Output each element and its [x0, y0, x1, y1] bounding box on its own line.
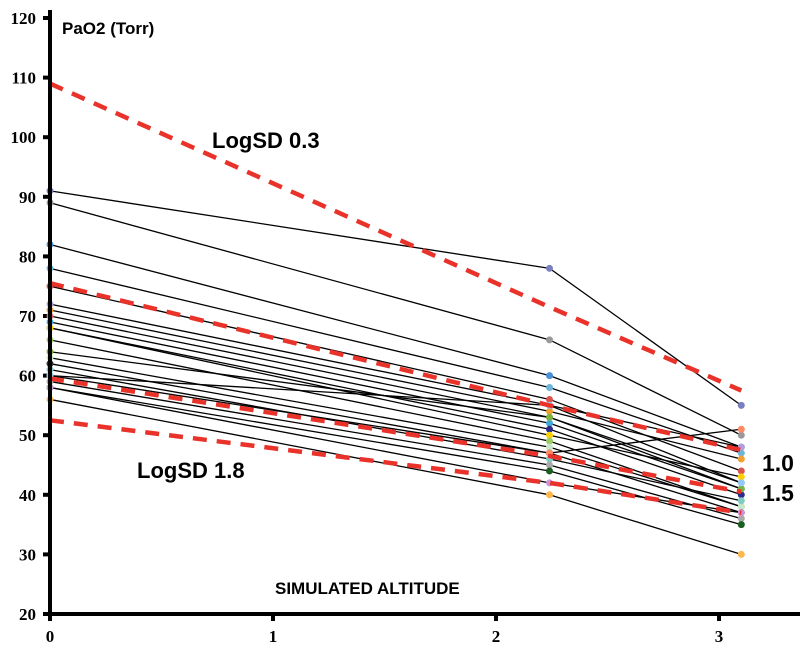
x-tick-label: 1 [269, 627, 278, 646]
x-tick-label: 3 [715, 627, 724, 646]
reference-line [49, 376, 742, 495]
annotation-1.5: 1.5 [762, 480, 794, 506]
subject-point [546, 395, 554, 403]
subject-line [49, 243, 742, 448]
subject-point [737, 521, 745, 529]
y-tick-label: 20 [19, 605, 36, 624]
subject-point [546, 491, 554, 499]
subject-point [546, 372, 554, 380]
subject-point [546, 413, 554, 421]
x-tick-label: 0 [46, 627, 55, 646]
subject-point [546, 467, 554, 475]
reference-line [49, 281, 742, 453]
subject-point [737, 550, 745, 558]
y-tick-label: 60 [19, 367, 36, 386]
subject-point [737, 455, 745, 463]
y-axis-label: PaO2 (Torr) [62, 19, 154, 38]
subject-point [546, 264, 554, 272]
subject-line [49, 202, 742, 436]
subject-point [737, 515, 745, 523]
subject-point [546, 431, 554, 439]
annotation-logsd-0.3: LogSD 0.3 [212, 128, 320, 153]
subject-point [546, 425, 554, 433]
subject-point [546, 407, 554, 415]
y-tick-label: 80 [19, 247, 36, 266]
subject-point [737, 473, 745, 481]
y-tick-label: 100 [11, 128, 37, 147]
subject-point [737, 479, 745, 487]
subject-point [546, 384, 554, 392]
subject-point [737, 503, 745, 511]
subject-line [49, 309, 742, 460]
subject-point [737, 425, 745, 433]
y-tick-label: 90 [19, 188, 36, 207]
subject-point [737, 467, 745, 475]
annotation-logsd-1.8: LogSD 1.8 [137, 458, 245, 483]
annotation-1.0: 1.0 [762, 450, 794, 476]
reference-line [49, 418, 742, 515]
subject-point [546, 461, 554, 469]
subject-line [49, 285, 742, 472]
x-tick-label: 2 [492, 627, 501, 646]
subject-point [737, 431, 745, 439]
subject-point [546, 437, 554, 445]
y-tick-label: 40 [19, 486, 36, 505]
reference-line [49, 81, 743, 393]
subject-point [546, 419, 554, 427]
y-tick-label: 120 [11, 9, 37, 28]
y-tick-label: 50 [19, 426, 36, 445]
y-tick-label: 110 [11, 69, 36, 88]
y-tick-label: 30 [19, 545, 36, 564]
subject-point [737, 497, 745, 505]
subject-point [546, 443, 554, 451]
subject-point [546, 336, 554, 344]
y-tick-label: 70 [19, 307, 36, 326]
x-axis-label: SIMULATED ALTITUDE [275, 579, 460, 598]
subject-point [737, 401, 745, 409]
